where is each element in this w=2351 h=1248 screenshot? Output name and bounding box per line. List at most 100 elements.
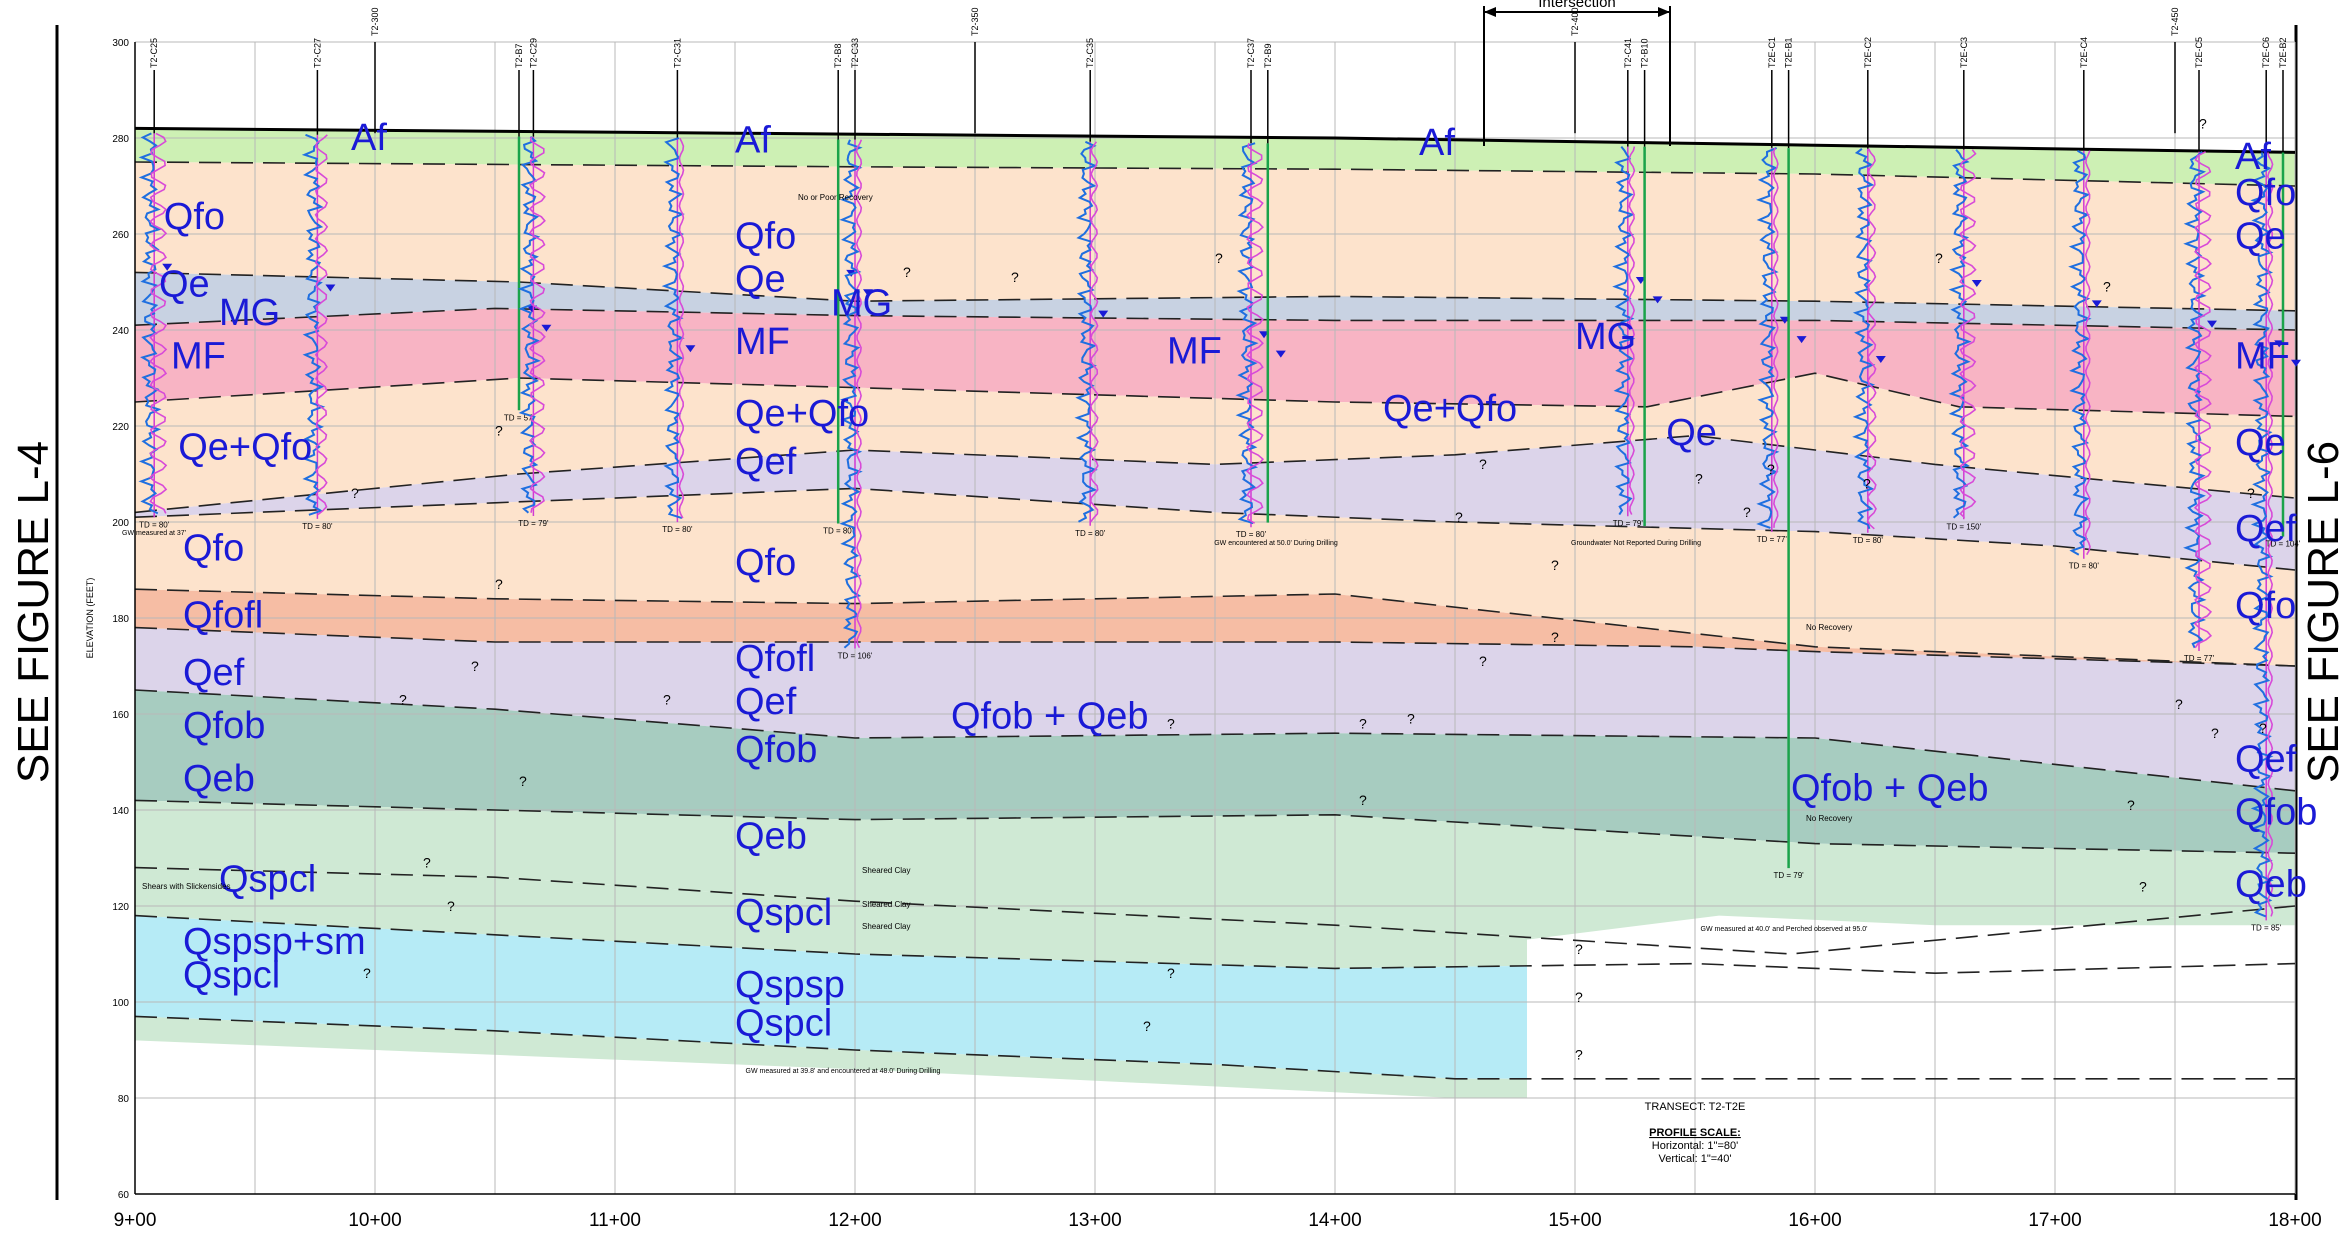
question-mark: ? — [1767, 461, 1775, 477]
water-level-icon — [1971, 280, 1982, 288]
y-tick-label: 80 — [118, 1094, 130, 1105]
contact-line — [134, 307, 2296, 331]
log-curve-magenta — [1772, 147, 1779, 528]
boring-id: T2-C33 — [850, 38, 860, 68]
note-shears: Shears with Slickensides — [142, 882, 230, 891]
transect-label: TRANSECT: T2-T2E — [1645, 1101, 1746, 1113]
cross-ref-label: T2-450 — [2170, 7, 2180, 36]
unit-label-qfobqeb: Qfob + Qeb — [1791, 767, 1989, 809]
log-curve-blue — [1612, 145, 1636, 516]
td-label: TD = 80' — [1075, 529, 1106, 538]
note-sheared-clay-1: Sheared Clay — [862, 866, 910, 875]
contact-line — [134, 271, 2296, 312]
unit-label-qfob: Qfob — [735, 729, 817, 771]
log-curve-magenta — [678, 137, 685, 519]
td-label: TD = 106' — [838, 651, 873, 660]
unit-label-qfobqeb: Qfob + Qeb — [951, 695, 1149, 737]
td-label: TD = 104' — [2266, 540, 2301, 549]
uncertain-contact-marks: ???????????????????????????????????????? — [351, 115, 2267, 1062]
cross-ref-label: T2-350 — [970, 7, 980, 36]
contact-line — [134, 799, 2296, 854]
question-mark: ? — [1575, 989, 1583, 1005]
log-curve-blue — [2068, 149, 2092, 556]
boring-id: T2-B7 — [514, 43, 524, 68]
unit-label-qfo: Qfo — [2235, 172, 2296, 214]
log-curve-blue — [1948, 149, 1972, 519]
profile-scale-block: TRANSECT: T2-T2E PROFILE SCALE: Horizont… — [1645, 1101, 1746, 1165]
boring-id: T2E-C2 — [1863, 37, 1873, 68]
question-mark: ? — [1935, 250, 1943, 266]
boring-id: T2E-C3 — [1959, 37, 1969, 68]
contact-line — [134, 588, 2296, 667]
water-level-icon — [541, 324, 552, 332]
unit-label-qeb: Qeb — [2235, 863, 2307, 905]
contact-line — [134, 866, 2296, 955]
log-curve-blue — [301, 133, 326, 516]
boring-id: T2-C25 — [149, 38, 159, 68]
intersection-bracket: Intersection — [1483, 0, 1671, 146]
question-mark: ? — [495, 423, 503, 439]
log-curve-blue — [2183, 151, 2207, 649]
water-level-icon — [1259, 331, 1269, 339]
water-level-icon — [2291, 359, 2301, 367]
note-gw-not-reported: Groundwater Not Reported During Drilling — [1571, 540, 1701, 547]
question-mark: ? — [1551, 629, 1559, 645]
question-mark: ? — [423, 855, 431, 871]
td-label: TD = 80' — [662, 525, 693, 534]
td-label: TD = 80' — [823, 527, 854, 536]
unit-label-qe: Qe — [735, 259, 786, 301]
question-mark: ? — [2211, 725, 2219, 741]
log-curve-blue — [1756, 146, 1780, 529]
note-no-recovery-2: No Recovery — [1806, 814, 1852, 823]
question-mark: ? — [2139, 879, 2147, 895]
y-tick-label: 180 — [112, 614, 129, 625]
log-curve-blue — [839, 139, 863, 649]
log-curve-blue — [1074, 140, 1098, 523]
td-label: TD = 80' — [1853, 536, 1884, 545]
water-level-icon — [162, 263, 173, 271]
question-mark: ? — [1743, 504, 1751, 520]
question-mark: ? — [2127, 797, 2135, 813]
unit-label-mg: MG — [1575, 316, 1636, 358]
note-gw-b8: GW measured at 39.8' and encountered at … — [746, 1068, 941, 1075]
contact-line — [134, 914, 2296, 975]
unit-label-qspspsm: Qspsp+sm — [183, 921, 366, 963]
boring-id: T2-C37 — [1246, 38, 1256, 68]
unit-label-qfo: Qfo — [735, 215, 796, 257]
question-mark: ? — [663, 691, 671, 707]
unit-label-qfofl: Qfofl — [735, 638, 815, 680]
x-tick-label: 18+00 — [2268, 1210, 2321, 1231]
water-level-icon — [527, 305, 537, 313]
question-mark: ? — [447, 898, 455, 914]
x-tick-label: 11+00 — [589, 1210, 641, 1231]
unit-label-qfofl: Qfofl — [183, 595, 263, 637]
contact-line — [134, 1015, 2295, 1080]
unit-label-qspcl: Qspcl — [735, 1003, 832, 1045]
right-figure-ref: SEE FIGURE L-6 — [2299, 441, 2348, 783]
td-label: TD = 79' — [1773, 871, 1804, 880]
x-tick-label: 12+00 — [828, 1210, 881, 1231]
question-mark: ? — [495, 576, 503, 592]
unit-label-qe: Qe — [159, 263, 210, 305]
question-mark: ? — [1479, 653, 1487, 669]
unit-label-mf: MF — [171, 335, 226, 377]
y-tick-label: 220 — [112, 422, 129, 433]
note-sheared-clay-2: Sheared Clay — [862, 900, 910, 909]
question-mark: ? — [1455, 509, 1463, 525]
question-mark: ? — [1143, 1018, 1151, 1034]
unit-label-qef: Qef — [735, 681, 797, 723]
unit-label-qef: Qef — [183, 652, 245, 694]
x-tick-label: 9+00 — [114, 1210, 157, 1231]
y-tick-label: 100 — [112, 998, 129, 1009]
question-mark: ? — [1551, 557, 1559, 573]
unit-label-qfo: Qfo — [735, 542, 796, 584]
water-level-icon — [1875, 355, 1886, 363]
unit-label-mf: MF — [1167, 331, 1222, 373]
question-mark: ? — [519, 773, 527, 789]
y-tick-label: 60 — [118, 1190, 130, 1201]
water-level-icon — [2207, 320, 2217, 328]
log-curve-magenta — [149, 132, 168, 514]
contact-lines — [134, 161, 2296, 1080]
